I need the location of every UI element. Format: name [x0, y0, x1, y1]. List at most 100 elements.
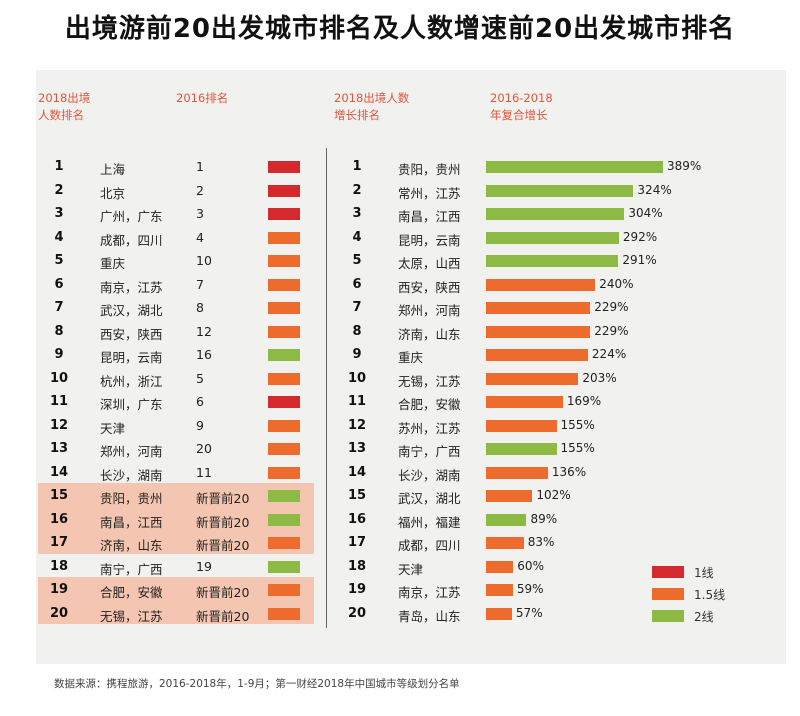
right-city: 南宁，广西 — [398, 444, 461, 459]
left-rank-2016: 7 — [196, 276, 204, 292]
left-city: 天津 — [100, 420, 126, 436]
growth-value-label: 155% — [560, 417, 595, 432]
left-rank: 14 — [49, 464, 69, 480]
left-rank: 11 — [49, 394, 69, 409]
right-city: 武汉，湖北 — [398, 491, 461, 506]
left-city: 贵阳，贵州 — [100, 491, 163, 506]
tier-chip — [268, 255, 300, 267]
left-rank: 2 — [54, 182, 64, 198]
right-rank: 8 — [352, 323, 362, 339]
left-city: 合肥，安徽 — [100, 585, 163, 600]
left-rank: 7 — [54, 300, 64, 315]
right-rank: 3 — [352, 206, 362, 221]
tier-chip — [268, 537, 300, 549]
right-rank: 4 — [352, 229, 362, 245]
right-city: 长沙，湖南 — [398, 467, 461, 483]
right-city: 郑州，河南 — [398, 303, 461, 318]
tier-chip — [268, 325, 300, 338]
legend-label-tier1: 1线 — [694, 566, 714, 580]
right-rank: 2 — [352, 182, 362, 198]
growth-bar — [486, 184, 634, 197]
left-rank: 3 — [54, 206, 64, 221]
right-rank: 19 — [347, 582, 367, 597]
right-city: 天津 — [398, 561, 424, 577]
growth-bar — [486, 349, 588, 361]
left-rank-2016: 新晋前20 — [196, 538, 250, 553]
tier-chip — [268, 278, 300, 291]
tier-chip — [268, 396, 300, 408]
left-rank-2016: 4 — [196, 229, 204, 245]
right-rank: 11 — [347, 394, 367, 409]
growth-bar — [486, 584, 513, 596]
tier-chip — [268, 302, 300, 314]
tier-chip — [268, 231, 300, 244]
right-city: 昆明，云南 — [398, 232, 461, 248]
growth-value-label: 89% — [530, 511, 558, 526]
right-city: 济南，山东 — [398, 326, 461, 342]
growth-value-label: 304% — [628, 206, 663, 220]
growth-value-label: 169% — [566, 394, 602, 408]
left-city: 南宁，广西 — [100, 561, 163, 577]
left-rank-2016: 16 — [196, 347, 212, 362]
left-city: 北京 — [100, 185, 126, 201]
left-rank-2016: 19 — [196, 558, 212, 574]
left-rank-2016: 8 — [196, 300, 204, 315]
legend-label-tier1_5: 1.5线 — [694, 588, 726, 602]
left-rank: 5 — [54, 253, 64, 268]
growth-value-label: 224% — [591, 347, 627, 361]
new-entry-highlight — [38, 600, 314, 624]
left-city: 昆明，云南 — [100, 350, 163, 365]
left-city: 郑州，河南 — [100, 444, 163, 459]
tier-chip — [268, 607, 300, 620]
growth-value-label: 57% — [515, 605, 543, 620]
left-city: 成都，四川 — [100, 232, 163, 248]
left-rank-2016: 20 — [196, 441, 212, 456]
right-city: 苏州，江苏 — [398, 420, 461, 436]
right-city: 常州，江苏 — [398, 185, 461, 201]
right-rank: 10 — [347, 370, 367, 386]
right-city: 无锡，江苏 — [398, 373, 461, 389]
right-city: 西安，陕西 — [398, 279, 461, 295]
page-title: 出境游前20出发城市排名及人数增速前20出发城市排名 — [64, 14, 736, 44]
growth-value-label: 83% — [527, 535, 555, 549]
left-rank-2016: 2 — [196, 182, 204, 198]
right-rank: 1 — [352, 159, 362, 174]
left-rank-2016: 12 — [196, 323, 212, 339]
left-city: 长沙，湖南 — [100, 467, 163, 483]
left-city: 西安，陕西 — [100, 326, 163, 342]
growth-bar — [486, 396, 563, 408]
right-rank: 14 — [347, 464, 367, 480]
right-rank: 20 — [347, 605, 367, 621]
new-entry-highlight — [38, 483, 314, 507]
tier-chip — [268, 560, 300, 573]
right-city: 贵阳，贵州 — [398, 162, 461, 177]
left-rank: 18 — [49, 558, 69, 574]
growth-bar — [486, 208, 625, 220]
left-rank-2016: 新晋前20 — [196, 608, 250, 624]
growth-bar — [486, 161, 663, 173]
right-city: 南昌，江西 — [398, 209, 461, 224]
tier-chip — [268, 490, 300, 502]
left-city: 广州，广东 — [100, 209, 163, 224]
growth-value-label: 229% — [594, 300, 629, 314]
right-city: 合肥，安徽 — [398, 397, 461, 412]
growth-bar — [486, 372, 579, 385]
left-city: 上海 — [100, 162, 126, 177]
tier-chip — [268, 419, 300, 432]
left-rank: 10 — [49, 370, 69, 386]
left-rank: 1 — [54, 159, 64, 174]
growth-bar — [486, 537, 524, 549]
growth-bar — [486, 490, 533, 502]
left-rank: 19 — [49, 582, 69, 597]
column-divider — [326, 148, 327, 628]
left-rank-2016: 6 — [196, 394, 204, 409]
left-rank: 16 — [49, 511, 69, 527]
left-rank: 12 — [49, 417, 69, 433]
growth-bar — [486, 302, 591, 314]
left-header-2016: 2016排名 — [176, 91, 229, 105]
new-entry-highlight — [38, 530, 314, 554]
tier-chip — [268, 372, 300, 385]
growth-value-label: 59% — [516, 582, 544, 596]
left-city: 深圳，广东 — [100, 397, 163, 412]
left-rank-2016: 新晋前20 — [196, 514, 250, 530]
